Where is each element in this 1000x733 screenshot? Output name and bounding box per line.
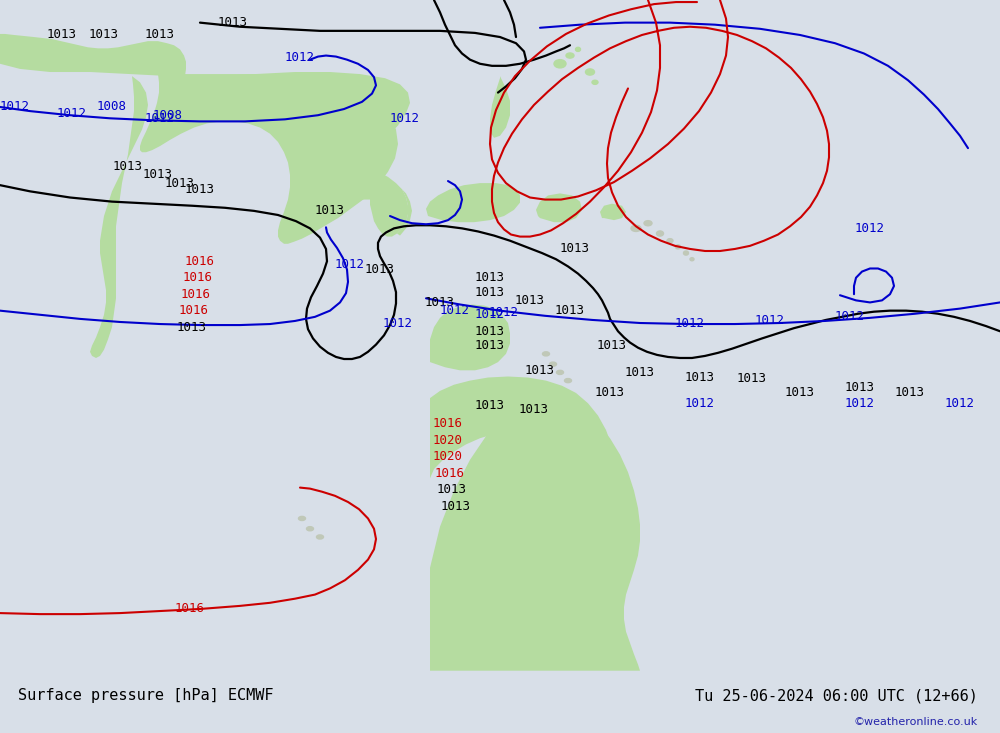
Text: 1013: 1013 — [475, 271, 505, 284]
Ellipse shape — [644, 221, 652, 226]
Ellipse shape — [564, 378, 572, 383]
Text: 1012: 1012 — [835, 310, 865, 323]
Text: 1012: 1012 — [335, 258, 365, 271]
Text: 1013: 1013 — [475, 339, 505, 352]
Ellipse shape — [631, 225, 641, 232]
Polygon shape — [344, 170, 386, 199]
Text: 1013: 1013 — [315, 205, 345, 218]
Ellipse shape — [556, 370, 564, 375]
Polygon shape — [396, 183, 412, 235]
Text: 1020: 1020 — [433, 450, 463, 463]
Polygon shape — [490, 76, 510, 138]
Polygon shape — [600, 204, 626, 220]
Text: 1008: 1008 — [153, 108, 183, 122]
Polygon shape — [430, 398, 640, 671]
Text: 1013: 1013 — [895, 386, 925, 399]
Text: 1013: 1013 — [185, 183, 215, 196]
Ellipse shape — [656, 231, 664, 236]
Text: 1013: 1013 — [515, 294, 545, 307]
Text: 1013: 1013 — [177, 320, 207, 334]
Text: 1016: 1016 — [181, 287, 211, 301]
Text: 1013: 1013 — [845, 381, 875, 394]
Text: 1013: 1013 — [218, 16, 248, 29]
Text: 1013: 1013 — [685, 371, 715, 384]
Ellipse shape — [690, 258, 694, 261]
Text: 1012: 1012 — [855, 222, 885, 235]
Text: 1013: 1013 — [437, 483, 467, 496]
Polygon shape — [430, 304, 510, 370]
Text: 1012: 1012 — [145, 112, 175, 125]
Text: 1013: 1013 — [143, 169, 173, 181]
Text: 1016: 1016 — [185, 255, 215, 268]
Polygon shape — [140, 74, 398, 244]
Text: 1020: 1020 — [433, 434, 463, 447]
Polygon shape — [430, 377, 618, 574]
Polygon shape — [370, 170, 408, 237]
Text: 1016: 1016 — [183, 271, 213, 284]
Text: 1016: 1016 — [435, 467, 465, 479]
Text: ©weatheronline.co.uk: ©weatheronline.co.uk — [854, 717, 978, 727]
Text: 1012: 1012 — [685, 397, 715, 410]
Text: 1013: 1013 — [165, 177, 195, 190]
Ellipse shape — [550, 362, 556, 366]
Text: Tu 25-06-2024 06:00 UTC (12+66): Tu 25-06-2024 06:00 UTC (12+66) — [695, 688, 978, 703]
Text: 1013: 1013 — [785, 386, 815, 399]
Text: 1013: 1013 — [113, 160, 143, 173]
Text: 1008: 1008 — [97, 100, 127, 114]
Text: 1012: 1012 — [945, 397, 975, 410]
Text: 1016: 1016 — [175, 603, 205, 616]
Ellipse shape — [316, 535, 324, 539]
Polygon shape — [536, 194, 582, 222]
Text: 1016: 1016 — [179, 304, 209, 317]
Text: 1012: 1012 — [755, 314, 785, 328]
Ellipse shape — [676, 245, 680, 249]
Text: 1012: 1012 — [440, 304, 470, 317]
Text: 1013: 1013 — [475, 325, 505, 338]
Text: 1012: 1012 — [845, 397, 875, 410]
Text: Surface pressure [hPa] ECMWF: Surface pressure [hPa] ECMWF — [18, 688, 274, 703]
Text: 1016: 1016 — [433, 417, 463, 430]
Text: 1012: 1012 — [390, 112, 420, 125]
Text: 1012: 1012 — [675, 317, 705, 330]
Ellipse shape — [554, 59, 566, 68]
Text: 1013: 1013 — [475, 286, 505, 298]
Text: 1013: 1013 — [597, 339, 627, 352]
Ellipse shape — [306, 527, 314, 531]
Text: 1013: 1013 — [595, 386, 625, 399]
Ellipse shape — [592, 80, 598, 84]
Text: 1012: 1012 — [489, 306, 519, 319]
Text: 1013: 1013 — [737, 372, 767, 385]
Text: 1012: 1012 — [57, 107, 87, 119]
Text: 1012: 1012 — [475, 309, 505, 321]
Text: 1013: 1013 — [145, 29, 175, 42]
Text: 1013: 1013 — [47, 29, 77, 42]
Text: 1013: 1013 — [560, 243, 590, 255]
Text: 1012: 1012 — [383, 317, 413, 330]
Text: 1013: 1013 — [425, 296, 455, 309]
Text: 1013: 1013 — [441, 500, 471, 512]
Text: 1013: 1013 — [555, 304, 585, 317]
Text: 1013: 1013 — [89, 29, 119, 42]
Ellipse shape — [542, 352, 550, 356]
Text: 1013: 1013 — [525, 364, 555, 377]
Ellipse shape — [566, 53, 574, 58]
Polygon shape — [0, 0, 410, 177]
Text: 1013: 1013 — [625, 366, 655, 379]
Polygon shape — [426, 183, 520, 222]
Text: 1012: 1012 — [0, 100, 30, 114]
Ellipse shape — [684, 251, 688, 255]
Ellipse shape — [667, 239, 673, 243]
Text: 1013: 1013 — [519, 403, 549, 416]
Ellipse shape — [586, 69, 594, 75]
Text: 1013: 1013 — [475, 399, 505, 412]
Ellipse shape — [576, 48, 580, 51]
Text: 1013: 1013 — [365, 263, 395, 276]
Polygon shape — [90, 76, 148, 358]
Text: 1012: 1012 — [285, 51, 315, 64]
Ellipse shape — [298, 516, 306, 520]
